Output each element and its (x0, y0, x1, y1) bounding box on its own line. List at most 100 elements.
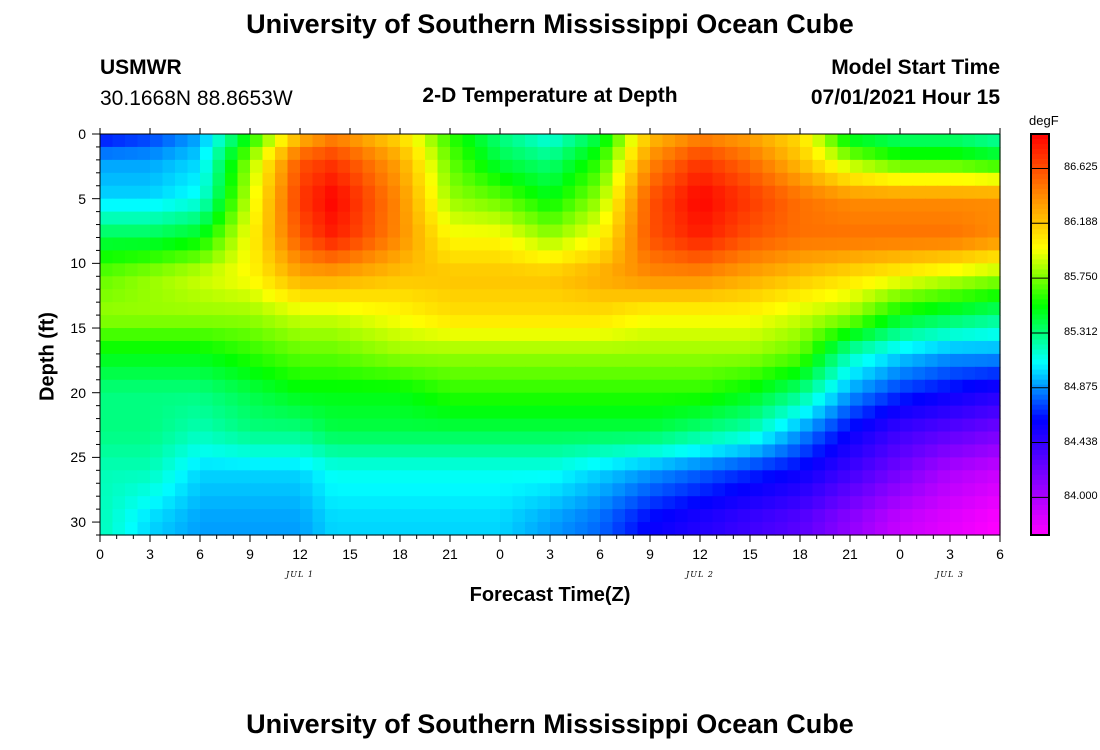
heatmap-cell (987, 302, 1001, 316)
heatmap-cell (612, 418, 626, 433)
heatmap-cell (312, 134, 326, 148)
heatmap-cell (762, 444, 776, 458)
heatmap-cell (562, 457, 576, 471)
heatmap-cell (387, 134, 401, 148)
heatmap-cell (387, 379, 401, 394)
heatmap-cell (875, 185, 889, 200)
heatmap-cell (875, 353, 889, 368)
heatmap-cell (187, 263, 201, 277)
heatmap-cell (250, 470, 264, 484)
heatmap-cell (937, 224, 951, 239)
heatmap-cell (400, 250, 414, 264)
heatmap-cell (712, 418, 726, 433)
heatmap-cell (725, 185, 739, 200)
heatmap-cell (650, 379, 664, 394)
colorbar-step (1031, 434, 1049, 441)
heatmap-cell (100, 340, 114, 355)
heatmap-cell (100, 379, 114, 394)
station-coordinates: 30.1668N 88.8653W (100, 87, 293, 110)
x-tick-label: 15 (342, 546, 358, 562)
heatmap-cell (562, 496, 576, 510)
y-axis-label: Depth (ft) (36, 312, 59, 401)
heatmap-cell (850, 418, 864, 433)
heatmap-cell (525, 172, 539, 187)
heatmap-cell (337, 315, 351, 329)
heatmap-cell (687, 250, 701, 264)
heatmap-cell (762, 198, 776, 213)
heatmap-cell (325, 470, 339, 484)
heatmap-cell (900, 392, 914, 407)
heatmap-cell (700, 302, 714, 316)
heatmap-cell (275, 289, 289, 303)
heatmap-cell (300, 250, 314, 264)
heatmap-cell (987, 509, 1001, 523)
heatmap-cell (825, 276, 839, 290)
heatmap-cell (200, 302, 214, 316)
heatmap-cell (600, 509, 614, 523)
heatmap-cell (975, 315, 989, 329)
heatmap-cell (587, 198, 601, 213)
heatmap-cell (300, 302, 314, 316)
heatmap-cell (537, 496, 551, 510)
heatmap-cell (600, 379, 614, 394)
heatmap-cell (900, 418, 914, 433)
heatmap-cell (312, 237, 326, 252)
heatmap-cell (612, 211, 626, 226)
heatmap-cell (787, 328, 801, 342)
heatmap-cell (150, 392, 164, 407)
heatmap-cell (862, 185, 876, 200)
heatmap-cell (262, 405, 276, 420)
heatmap-cell (512, 224, 526, 239)
heatmap-cell (250, 211, 264, 226)
heatmap-cell (975, 470, 989, 484)
heatmap-cell (462, 509, 476, 523)
heatmap-cell (675, 392, 689, 407)
heatmap-cell (600, 418, 614, 433)
heatmap-cell (262, 185, 276, 200)
heatmap-cell (512, 315, 526, 329)
heatmap-cell (712, 353, 726, 368)
heatmap-cell (350, 172, 364, 187)
heatmap-cell (937, 237, 951, 252)
heatmap-cell (912, 237, 926, 252)
heatmap-cell (937, 146, 951, 161)
heatmap-cell (162, 134, 176, 148)
heatmap-cell (875, 172, 889, 187)
heatmap-cell (675, 224, 689, 239)
heatmap-cell (137, 392, 151, 407)
heatmap-cell (237, 366, 251, 381)
heatmap-cell (100, 198, 114, 213)
heatmap-cell (787, 418, 801, 433)
heatmap-cell (737, 211, 751, 226)
colorbar-step (1031, 139, 1049, 145)
colorbar-step (1031, 299, 1049, 306)
heatmap-cell (562, 315, 576, 329)
heatmap-cell (325, 444, 339, 458)
heatmap-cell (775, 302, 789, 316)
heatmap-cell (725, 431, 739, 446)
heatmap-cell (337, 483, 351, 497)
heatmap-cell (625, 444, 639, 458)
heatmap-cell (337, 405, 351, 420)
heatmap-cell (637, 496, 651, 510)
heatmap-cell (237, 224, 251, 239)
heatmap-cell (425, 405, 439, 420)
heatmap-cell (175, 172, 189, 187)
heatmap-cell (850, 483, 864, 497)
heatmap-cell (287, 315, 301, 329)
heatmap-cell (750, 340, 764, 355)
heatmap-cell (425, 276, 439, 290)
heatmap-cell (637, 276, 651, 290)
heatmap-cell (187, 289, 201, 303)
heatmap-cell (175, 379, 189, 394)
colorbar-step (1031, 499, 1049, 506)
heatmap-cell (525, 276, 539, 290)
heatmap-cell (625, 185, 639, 200)
heatmap-cell (212, 457, 226, 471)
heatmap-cell (837, 444, 851, 458)
heatmap-cell (587, 392, 601, 407)
heatmap-cell (325, 146, 339, 161)
heatmap-cell (825, 328, 839, 342)
heatmap-cell (362, 134, 376, 148)
heatmap-cell (662, 470, 676, 484)
